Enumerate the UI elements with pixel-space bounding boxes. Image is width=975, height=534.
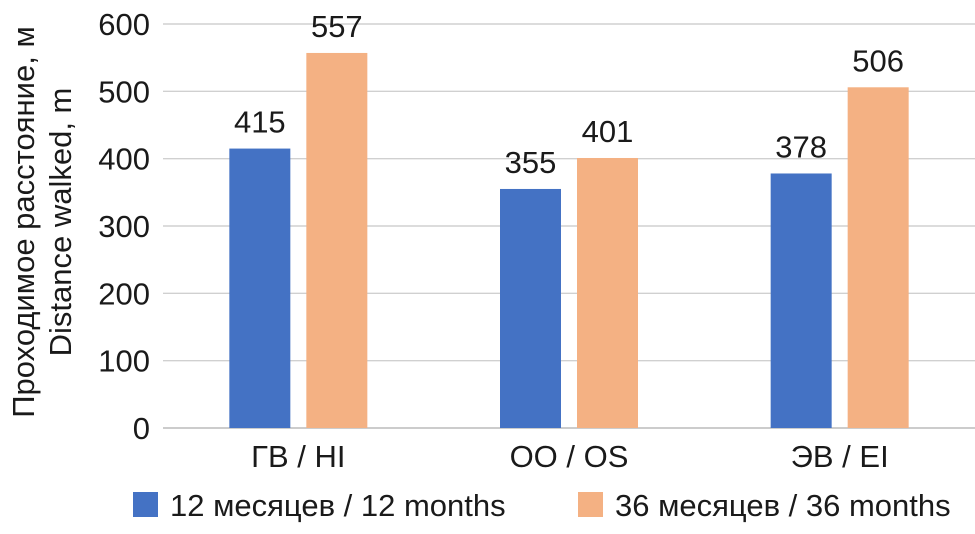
y-tick-label: 500 — [98, 74, 150, 109]
legend-item-1: 12 месяцев / 12 months — [133, 488, 506, 523]
data-label: 401 — [582, 114, 634, 149]
x-axis-categories: ГВ / HI ОО / OS ЭВ / EI — [251, 439, 889, 474]
legend-item-2: 36 месяцев / 36 months — [578, 488, 951, 523]
gridlines — [163, 23, 975, 429]
data-label: 378 — [775, 129, 827, 164]
y-tick-label: 600 — [98, 7, 150, 42]
legend-swatch — [133, 492, 158, 517]
bar-series-1-2 — [500, 188, 561, 428]
y-axis-title-line-1: Проходимое расстояние, м — [6, 26, 41, 418]
y-tick-label: 0 — [133, 411, 150, 446]
bar-series-1-3 — [770, 173, 832, 428]
bar-series-2-1 — [306, 52, 368, 428]
y-axis-title-line-2: Distance walked, m — [43, 88, 78, 357]
bar-series-1-1 — [229, 148, 291, 429]
data-label: 355 — [505, 145, 557, 180]
data-label: 557 — [311, 9, 363, 44]
y-tick-label: 400 — [98, 142, 150, 177]
legend-label: 36 месяцев / 36 months — [615, 488, 951, 523]
legend-swatch — [578, 492, 603, 517]
bars — [229, 52, 909, 429]
y-tick-label: 100 — [98, 344, 150, 379]
bar-series-2-2 — [577, 157, 638, 428]
legend-label: 12 месяцев / 12 months — [170, 488, 506, 523]
y-tick-label: 300 — [98, 209, 150, 244]
x-category-label: ОО / OS — [510, 439, 629, 474]
data-label: 506 — [852, 43, 904, 78]
legend: 12 месяцев / 12 months 36 месяцев / 36 mo… — [133, 488, 951, 523]
data-label: 415 — [234, 105, 286, 140]
x-category-label: ЭВ / EI — [791, 439, 889, 474]
y-axis-title: Проходимое расстояние, м Distance walked… — [6, 26, 78, 418]
bar-series-2-3 — [847, 87, 909, 428]
data-labels: 415 557 355 401 378 506 — [234, 9, 904, 180]
y-tick-label: 200 — [98, 276, 150, 311]
y-axis-ticks: 0 100 200 300 400 500 600 — [98, 7, 150, 446]
x-category-label: ГВ / HI — [251, 439, 345, 474]
